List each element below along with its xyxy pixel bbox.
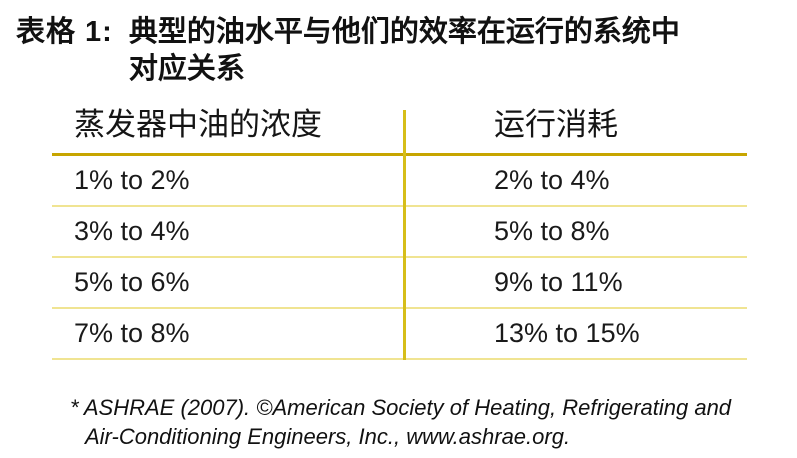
operating-consumption-value: 9% to 11% (494, 267, 623, 297)
oil-concentration-value: 1% to 2% (74, 165, 190, 195)
table-row: 5% to 6% 9% to 11% (52, 258, 747, 309)
operating-consumption-value: 5% to 8% (494, 216, 610, 246)
table-row: 1% to 2% 2% to 4% (52, 156, 747, 207)
oil-concentration-value: 3% to 4% (74, 216, 190, 246)
footnote-line2: Air-Conditioning Engineers, Inc., www.as… (85, 424, 571, 449)
column-divider-rule (403, 110, 406, 360)
column-header-oil-concentration: 蒸发器中油的浓度 (74, 107, 322, 142)
oil-concentration-value: 5% to 6% (74, 267, 190, 297)
table-row: 7% to 8% 13% to 15% (52, 309, 747, 360)
footnote: * ASHRAE (2007). ©American Society of He… (70, 393, 797, 451)
operating-consumption-value: 2% to 4% (494, 165, 610, 195)
table-row: 3% to 4% 5% to 8% (52, 207, 747, 258)
column-header-operating-consumption: 运行消耗 (494, 107, 618, 142)
table-caption: 表格 1: 典型的油水平与他们的效率在运行的系统中 对应关系 (0, 0, 797, 88)
oil-concentration-value: 7% to 8% (74, 318, 190, 348)
table-caption-number: 表格 1: (16, 16, 113, 48)
oil-efficiency-table: 蒸发器中油的浓度 运行消耗 1% to 2% 2% to 4% 3% to 4%… (52, 100, 747, 360)
table-caption-line1: 典型的油水平与他们的效率在运行的系统中 (128, 16, 680, 48)
footnote-line1: * ASHRAE (2007). ©American Society of He… (70, 395, 732, 420)
operating-consumption-value: 13% to 15% (494, 318, 640, 348)
table-header-row: 蒸发器中油的浓度 运行消耗 (52, 100, 747, 156)
table-caption-line2: 对应关系 (128, 53, 245, 85)
table-caption-text: 典型的油水平与他们的效率在运行的系统中 对应关系 (129, 14, 680, 88)
